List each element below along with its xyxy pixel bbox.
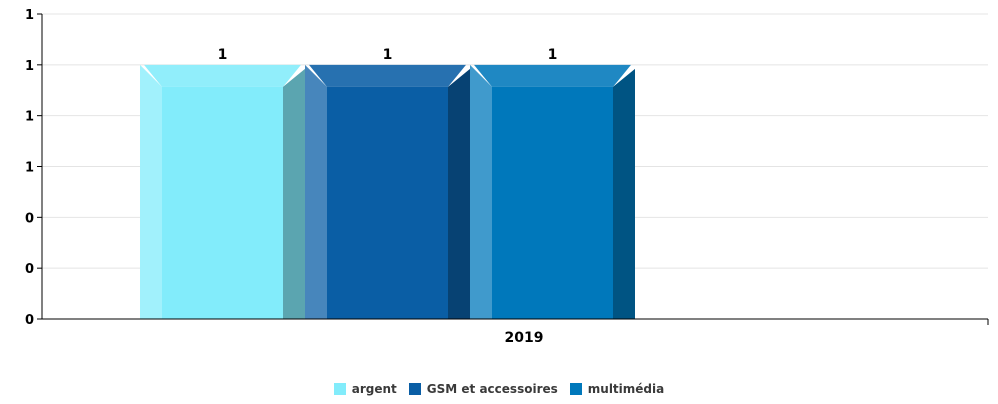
axes: [37, 13, 989, 325]
x-category-label: 2019: [505, 330, 544, 346]
bar: [470, 64, 635, 319]
y-tick-label: 0: [25, 262, 34, 277]
bar: [140, 64, 305, 319]
labels: 0 0 0 1 1 1 1 2019 1 1 1: [25, 8, 557, 346]
legend-swatch: [569, 383, 582, 395]
bar-value-label: 1: [383, 47, 393, 63]
bar-value-label: 1: [218, 47, 228, 63]
legend-label: GSM et accessoires: [426, 382, 558, 396]
legend-label: multimédia: [587, 382, 665, 396]
y-tick-label: 1: [25, 110, 34, 125]
y-tick-label: 0: [25, 211, 34, 226]
y-tick-label: 1: [25, 161, 34, 176]
bars: [140, 64, 635, 319]
y-tick-label: 0: [25, 313, 34, 328]
legend: argent GSM et accessoires multimédia: [0, 382, 998, 396]
y-tick-label: 1: [25, 8, 34, 23]
bar: [305, 64, 470, 319]
legend-item[interactable]: multimédia: [569, 382, 665, 396]
legend-swatch: [333, 383, 346, 395]
legend-label: argent: [351, 382, 397, 396]
legend-swatch: [408, 383, 421, 395]
legend-item[interactable]: GSM et accessoires: [408, 382, 558, 396]
y-tick-label: 1: [25, 59, 34, 74]
bar-chart: 0 0 0 1 1 1 1 2019 1 1 1: [25, 8, 989, 346]
bar-value-label: 1: [548, 47, 558, 63]
legend-item[interactable]: argent: [333, 382, 397, 396]
